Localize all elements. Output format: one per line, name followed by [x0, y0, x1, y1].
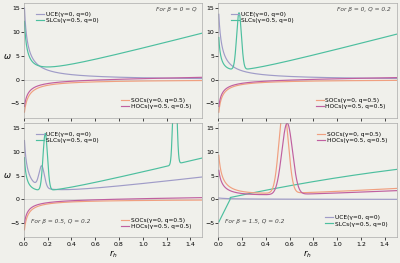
Text: For β = 1.5, Q = 0.2: For β = 1.5, Q = 0.2	[225, 219, 285, 224]
X-axis label: $r_h$: $r_h$	[303, 248, 312, 260]
Legend: SOCs(γ=0, q=0.5), HOCs(γ=0.5, q=0.5): SOCs(γ=0, q=0.5), HOCs(γ=0.5, q=0.5)	[313, 95, 388, 111]
Y-axis label: $\omega$: $\omega$	[4, 52, 12, 60]
Text: For β = 0 = Q: For β = 0 = Q	[156, 7, 197, 12]
Text: For β = 0.5, Q = 0.2: For β = 0.5, Q = 0.2	[31, 219, 90, 224]
X-axis label: $r_h$: $r_h$	[109, 248, 117, 260]
Legend: SOCs(γ=0, q=0.5), HOCs(γ=0.5, q=0.5): SOCs(γ=0, q=0.5), HOCs(γ=0.5, q=0.5)	[119, 215, 194, 231]
Y-axis label: $\omega$: $\omega$	[4, 171, 12, 180]
Text: For β = 0, Q = 0.2: For β = 0, Q = 0.2	[338, 7, 391, 12]
Legend: UCE(γ=0, q=0), SLCs(γ=0.5, q=0): UCE(γ=0, q=0), SLCs(γ=0.5, q=0)	[323, 213, 390, 229]
Legend: SOCs(γ=0, q=0.5), HOCs(γ=0.5, q=0.5): SOCs(γ=0, q=0.5), HOCs(γ=0.5, q=0.5)	[119, 95, 194, 111]
